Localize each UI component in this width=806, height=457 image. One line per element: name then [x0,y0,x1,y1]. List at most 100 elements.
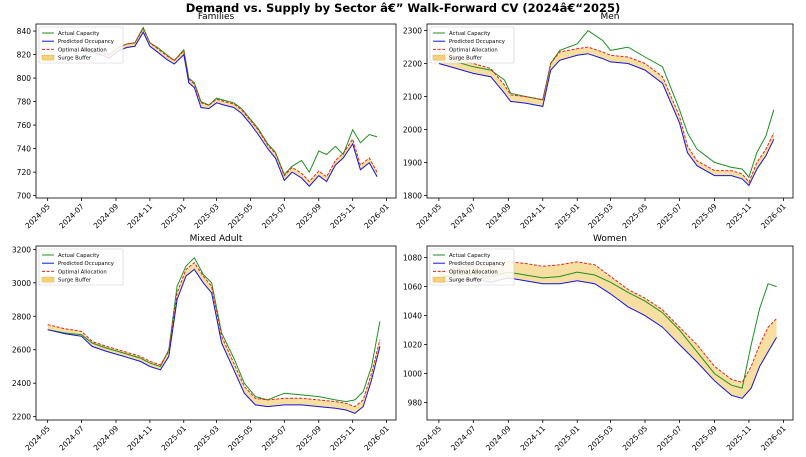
families-x-tick-label: 2024-11 [126,202,155,231]
mixed-adult-x-tick-label: 2024-09 [92,424,121,453]
mixed-adult-x-tick-label: 2026-01 [362,424,391,453]
mixed-adult-actual-line [47,256,381,403]
families-predicted-line [81,31,378,187]
families-optimal-line [81,27,378,183]
mixed-adult-x-tick-label: 2025-05 [226,424,255,453]
men-x-tick-label: 2024-05 [415,202,444,231]
men-x-tick-label: 2025-01 [553,202,582,231]
families-y-tick-label: 720 [17,168,32,177]
families-y-tick-label: 820 [17,51,32,60]
men-x-tick-label: 2025-05 [621,202,650,231]
families-legend-label: Surge Buffer [58,56,92,62]
families-chart-panel: Families 700 720 740 760 780 800 820 840 2024-05… [0,12,403,234]
families-chart-title: Families [197,12,235,22]
women-x-tick-label: 2024-11 [519,424,548,453]
mixed-adult-y-tick-label: 2800 [12,312,31,321]
women-legend-swatch-surge-buffer [432,276,446,283]
mixed-adult-x-tick-label: 2024-07 [57,424,86,453]
mixed-adult-optimal-line [47,261,381,408]
women-y-tick-label: 1040 [403,312,422,321]
mixed-adult-y-tick-label: 3200 [12,245,31,254]
women-x-tick-label: 2024-07 [449,424,478,453]
men-x-tick-label: 2025-03 [586,202,615,231]
women-y-tick-label: 1060 [403,283,422,292]
mixed-adult-legend-label: Actual Capacity [58,253,99,259]
women-y-tick-label: 1000 [403,370,422,379]
men-x-tick-label: 2025-09 [690,202,719,231]
women-x-tick-label: 2025-07 [655,424,684,453]
mixed-adult-legend-label: Surge Buffer [58,278,92,284]
men-optimal-line [438,46,775,184]
women-legend: Actual Capacity Predicted Occupancy Optima… [429,248,515,286]
men-y-tick-label: 1800 [403,191,422,200]
men-legend-label: Predicted Occupancy [449,39,505,45]
men-y-tick-label: 1900 [403,158,422,167]
women-chart-panel: Women 980 1000 1020 1040 1060 1080 2024-05 2024… [403,234,806,457]
women-x-tick-label: 2025-11 [725,424,754,453]
men-y-tick-label: 2200 [403,60,422,69]
women-legend-label: Surge Buffer [449,278,483,284]
mixed-adult-y-tick-label: 2400 [12,379,31,388]
women-x-tick-label: 2025-05 [621,424,650,453]
families-x-tick-label: 2025-11 [328,202,357,231]
mixed-adult-y-tick-label: 2600 [12,346,31,355]
families-y-tick-label: 780 [17,98,32,107]
women-y-tick-label: 1020 [403,341,422,350]
women-x-tick-label: 2025-01 [553,424,582,453]
families-x-tick-label: 2024-09 [92,202,121,231]
families-x-tick-label: 2025-01 [159,202,188,231]
mixed-adult-legend: Actual Capacity Predicted Occupancy Optima… [38,248,124,286]
mixed-adult-x-tick-label: 2024-05 [23,424,52,453]
mixed-adult-x-tick-label: 2025-03 [192,424,221,453]
mixed-adult-x-tick-label: 2025-07 [260,424,289,453]
families-x-tick-label: 2025-09 [294,202,323,231]
men-x-tick-label: 2026-01 [759,202,788,231]
women-y-tick-label: 980 [408,399,423,408]
women-x-tick-label: 2025-09 [690,424,719,453]
men-x-tick-label: 2024-09 [484,202,513,231]
women-x-tick-label: 2024-09 [484,424,513,453]
women-legend-label: Actual Capacity [449,253,490,259]
men-x-tick-label: 2024-07 [449,202,478,231]
families-legend: Actual Capacity Predicted Occupancy Optima… [38,26,124,64]
mixed-adult-y-tick-label: 3000 [12,279,31,288]
mixed-adult-predicted-line [47,268,381,414]
men-axes-frame [426,23,794,199]
men-legend-label: Optimal Allocation [449,47,498,53]
women-legend-label: Predicted Occupancy [449,261,505,267]
men-y-tick-label: 2300 [403,27,422,36]
women-chart-title: Women [593,234,627,244]
mixed-adult-chart-title: Mixed Adult [189,234,243,244]
mixed-adult-x-tick-label: 2025-11 [328,424,357,453]
families-x-tick-label: 2024-05 [23,202,52,231]
mixed-adult-legend-swatch-surge-buffer [41,276,55,283]
families-x-tick-label: 2025-03 [192,202,221,231]
women-x-tick-label: 2024-05 [415,424,444,453]
mixed-adult-chart-panel: Mixed Adult 2200 2400 2600 2800 3000 3200 2024… [0,234,403,457]
men-chart-title: Men [600,12,620,22]
women-legend-label: Optimal Allocation [449,269,498,275]
men-y-tick-label: 2000 [403,125,422,134]
families-legend-swatch-surge-buffer [41,54,55,61]
figure-title: Demand vs. Supply by Sector â€” Walk-For… [185,1,621,15]
families-x-tick-label: 2024-07 [57,202,86,231]
women-x-tick-label: 2026-01 [759,424,788,453]
men-x-tick-label: 2025-11 [725,202,754,231]
men-legend-swatch-surge-buffer [432,54,446,61]
families-y-tick-label: 840 [17,27,32,36]
men-y-tick-label: 2100 [403,93,422,102]
mixed-adult-legend-label: Predicted Occupancy [58,261,114,267]
families-axes-frame [35,23,397,199]
women-x-tick-label: 2025-03 [586,424,615,453]
men-chart-panel: Men 1800 1900 2000 2100 2200 2300 2024-05 2024-… [403,12,806,234]
mixed-adult-y-tick-label: 2200 [12,413,31,422]
women-axes-frame [426,245,794,421]
men-legend-label: Surge Buffer [449,56,483,62]
women-y-tick-label: 1080 [403,254,422,263]
families-actual-line [81,26,378,176]
families-x-tick-label: 2026-01 [362,202,391,231]
